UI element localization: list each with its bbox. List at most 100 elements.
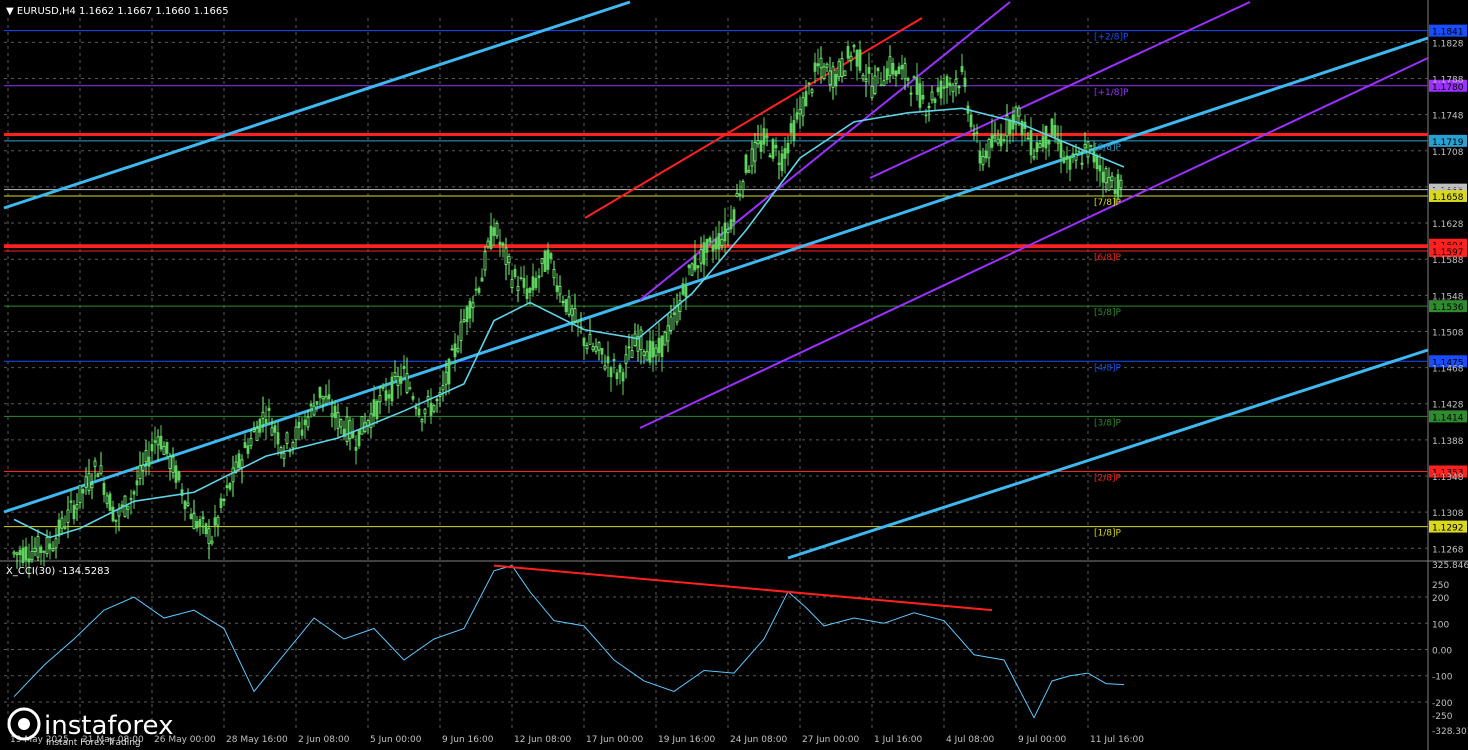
candle-body	[723, 222, 727, 242]
price-tick-label: 1.1388	[1432, 437, 1464, 447]
candle-body	[225, 485, 229, 489]
candle-body	[240, 459, 244, 468]
candle-body	[711, 244, 715, 252]
candle-body	[921, 94, 925, 100]
price-tick-label: 1.1468	[1432, 365, 1464, 375]
candle-body	[162, 445, 166, 456]
candle-body	[312, 405, 316, 416]
candle-body	[696, 265, 700, 269]
time-tick-label: 19 Jun 16:00	[658, 735, 715, 745]
candle-body	[543, 251, 547, 272]
level-badge	[1429, 134, 1467, 147]
price-tick-label: 1.1628	[1432, 220, 1464, 230]
candle-body	[57, 519, 61, 537]
candle-body	[558, 285, 562, 295]
candle-body	[1020, 120, 1024, 136]
candle-body	[906, 78, 910, 81]
candle-body	[174, 465, 178, 483]
candle-body	[642, 351, 646, 356]
candle-body	[309, 403, 313, 407]
level-badge	[1429, 245, 1467, 258]
time-tick-label: 11 Jul 16:00	[1090, 735, 1144, 745]
time-tick-label: 19 May 2025	[10, 735, 69, 745]
candle-body	[549, 253, 553, 259]
candle-body	[684, 286, 688, 298]
candle-body	[396, 376, 400, 386]
candle-body	[303, 419, 307, 426]
candle-body	[90, 484, 94, 489]
candle-body	[210, 540, 214, 544]
candle-body	[372, 399, 376, 417]
candle-body	[456, 347, 460, 352]
divergence-line	[493, 564, 993, 612]
candle-body	[216, 516, 220, 526]
candle-body	[150, 443, 154, 452]
candle-body	[453, 343, 457, 358]
candle-body	[300, 429, 304, 436]
candle-body	[459, 321, 463, 341]
candle-body	[237, 453, 241, 468]
level-badge	[1429, 24, 1467, 37]
candle-body	[1089, 144, 1093, 147]
candle-body	[285, 432, 289, 444]
candles[interactable]	[12, 40, 1123, 578]
candle-body	[831, 66, 835, 88]
candle-body	[792, 120, 796, 141]
candle-body	[252, 429, 256, 432]
candle-body	[567, 296, 571, 315]
candle-body	[666, 325, 670, 342]
murrey-label: [7/8]P	[1094, 198, 1122, 208]
regression-mid-line	[3, 36, 1429, 514]
candle-body	[603, 365, 607, 370]
candle-body	[201, 516, 205, 519]
candle-body	[861, 74, 865, 80]
candle-body	[753, 142, 757, 162]
time-tick-label: 9 Jul 00:00	[1018, 735, 1067, 745]
candle-body	[657, 337, 661, 353]
candle-body	[864, 78, 868, 82]
candle-body	[282, 452, 286, 459]
candle-body	[1059, 140, 1063, 158]
candle-body	[483, 251, 487, 271]
candle-body	[1113, 189, 1117, 195]
candle-body	[513, 268, 517, 278]
level-badge	[1429, 355, 1467, 368]
candle-body	[15, 552, 19, 555]
candle-body	[465, 306, 469, 323]
candle-body	[1065, 155, 1069, 160]
candle-body	[270, 427, 274, 436]
candle-body	[462, 319, 466, 322]
candle-body	[633, 333, 637, 347]
murrey-label: [+1/8]P	[1094, 88, 1129, 98]
candle-body	[804, 91, 808, 107]
candle-body	[699, 249, 703, 264]
candle-body	[1017, 107, 1021, 117]
candle-body	[1083, 144, 1087, 149]
price-tick-label: 1.1748	[1432, 112, 1464, 122]
candle-body	[138, 465, 142, 480]
candle-body	[693, 254, 697, 271]
candle-body	[1014, 106, 1018, 125]
candle-body	[468, 300, 472, 319]
candle-body	[279, 447, 283, 454]
candle-body	[546, 249, 550, 270]
candle-body	[858, 49, 862, 71]
time-tick-label: 24 Jun 08:00	[730, 735, 787, 745]
candle-body	[1119, 179, 1123, 189]
time-tick-label: 2 Jun 08:00	[298, 735, 350, 745]
cci-tick-label: -328.307	[1432, 727, 1468, 737]
candle-body	[786, 142, 790, 154]
cci-tick-label: 250	[1432, 581, 1449, 591]
level-badge-label: 1.1414	[1432, 413, 1464, 423]
candle-body	[375, 400, 379, 420]
candle-body	[411, 396, 415, 400]
candle-body	[54, 538, 58, 549]
level-badge	[1429, 189, 1467, 202]
candle-body	[972, 133, 976, 136]
candle-body	[750, 148, 754, 167]
candle-body	[324, 396, 328, 405]
candle-body	[426, 396, 430, 400]
candle-body	[873, 75, 877, 94]
candle-body	[222, 499, 226, 501]
